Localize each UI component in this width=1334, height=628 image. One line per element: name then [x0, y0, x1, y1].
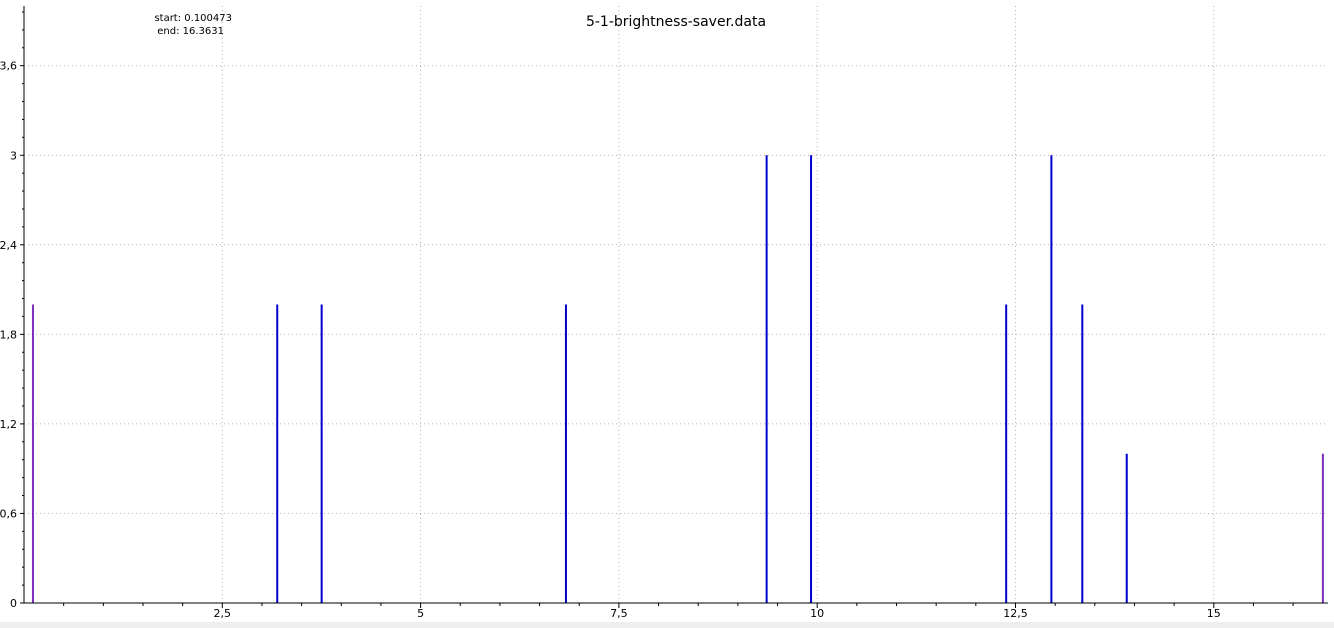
y-tick-label: 3	[10, 149, 17, 162]
event-bar	[1081, 304, 1084, 603]
y-tick-label: 2,4	[0, 239, 17, 252]
y-tick-label: 0,6	[0, 507, 17, 520]
event-bar	[564, 304, 567, 603]
event-bar	[320, 304, 323, 603]
grid-layer	[24, 6, 1328, 603]
end-label: end: 16.3631	[157, 26, 224, 37]
y-tick-label: 0	[10, 597, 17, 610]
event-bar	[810, 155, 813, 603]
x-tick-label: 12,5	[1003, 607, 1028, 620]
bottom-strip	[0, 622, 1334, 628]
event-bar	[276, 304, 279, 603]
x-tick-label: 7,5	[610, 607, 628, 620]
chart-title: 5-1-brightness-saver.data	[586, 14, 766, 30]
event-bar	[1050, 155, 1053, 603]
ticks-layer: 0 0,6 1,2 1,8 2,4 3 3,6 2,5 5 7,5 10 12,5 15	[0, 11, 1294, 620]
start-label: start: 0.100473	[154, 13, 232, 24]
event-bar	[765, 155, 768, 603]
event-bar	[1125, 453, 1128, 603]
x-tick-label: 5	[417, 607, 424, 620]
bars-layer	[31, 155, 1324, 603]
y-tick-label: 3,6	[0, 60, 17, 73]
x-tick-label: 2,5	[214, 607, 232, 620]
event-bar	[31, 304, 34, 603]
axis-layer	[23, 6, 1328, 604]
y-tick-label: 1,2	[0, 418, 17, 431]
event-bar	[1005, 304, 1008, 603]
x-tick-label: 10	[810, 607, 824, 620]
y-tick-label: 1,8	[0, 328, 17, 341]
x-tick-label: 15	[1207, 607, 1221, 620]
event-bar	[1321, 453, 1324, 603]
